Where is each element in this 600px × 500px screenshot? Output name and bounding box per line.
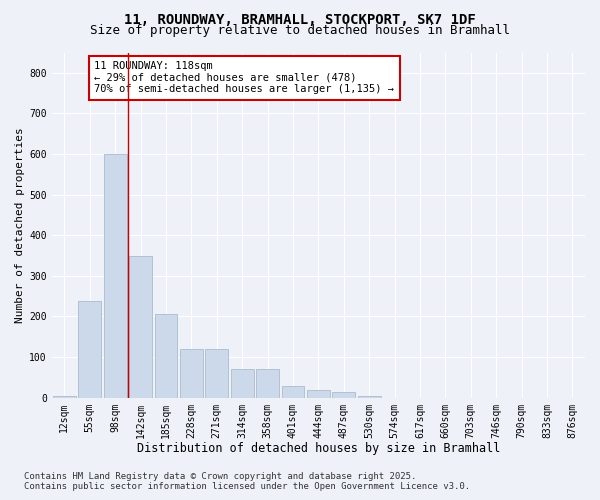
Bar [281, 386, 304, 398]
Y-axis label: Number of detached properties: Number of detached properties [15, 127, 25, 323]
Text: 11, ROUNDWAY, BRAMHALL, STOCKPORT, SK7 1DF: 11, ROUNDWAY, BRAMHALL, STOCKPORT, SK7 1… [124, 12, 476, 26]
Bar [155, 314, 178, 398]
Bar [79, 302, 101, 398]
Text: Size of property relative to detached houses in Bramhall: Size of property relative to detached ho… [90, 24, 510, 37]
Bar [129, 256, 152, 398]
Bar [53, 396, 76, 398]
Bar [332, 392, 355, 398]
Bar [104, 154, 127, 398]
Bar [205, 349, 228, 398]
Bar [180, 349, 203, 398]
Text: Contains HM Land Registry data © Crown copyright and database right 2025.
Contai: Contains HM Land Registry data © Crown c… [24, 472, 470, 491]
X-axis label: Distribution of detached houses by size in Bramhall: Distribution of detached houses by size … [137, 442, 500, 455]
Bar [256, 370, 279, 398]
Bar [358, 396, 380, 398]
Text: 11 ROUNDWAY: 118sqm
← 29% of detached houses are smaller (478)
70% of semi-detac: 11 ROUNDWAY: 118sqm ← 29% of detached ho… [94, 61, 394, 94]
Bar [307, 390, 330, 398]
Bar [231, 370, 254, 398]
